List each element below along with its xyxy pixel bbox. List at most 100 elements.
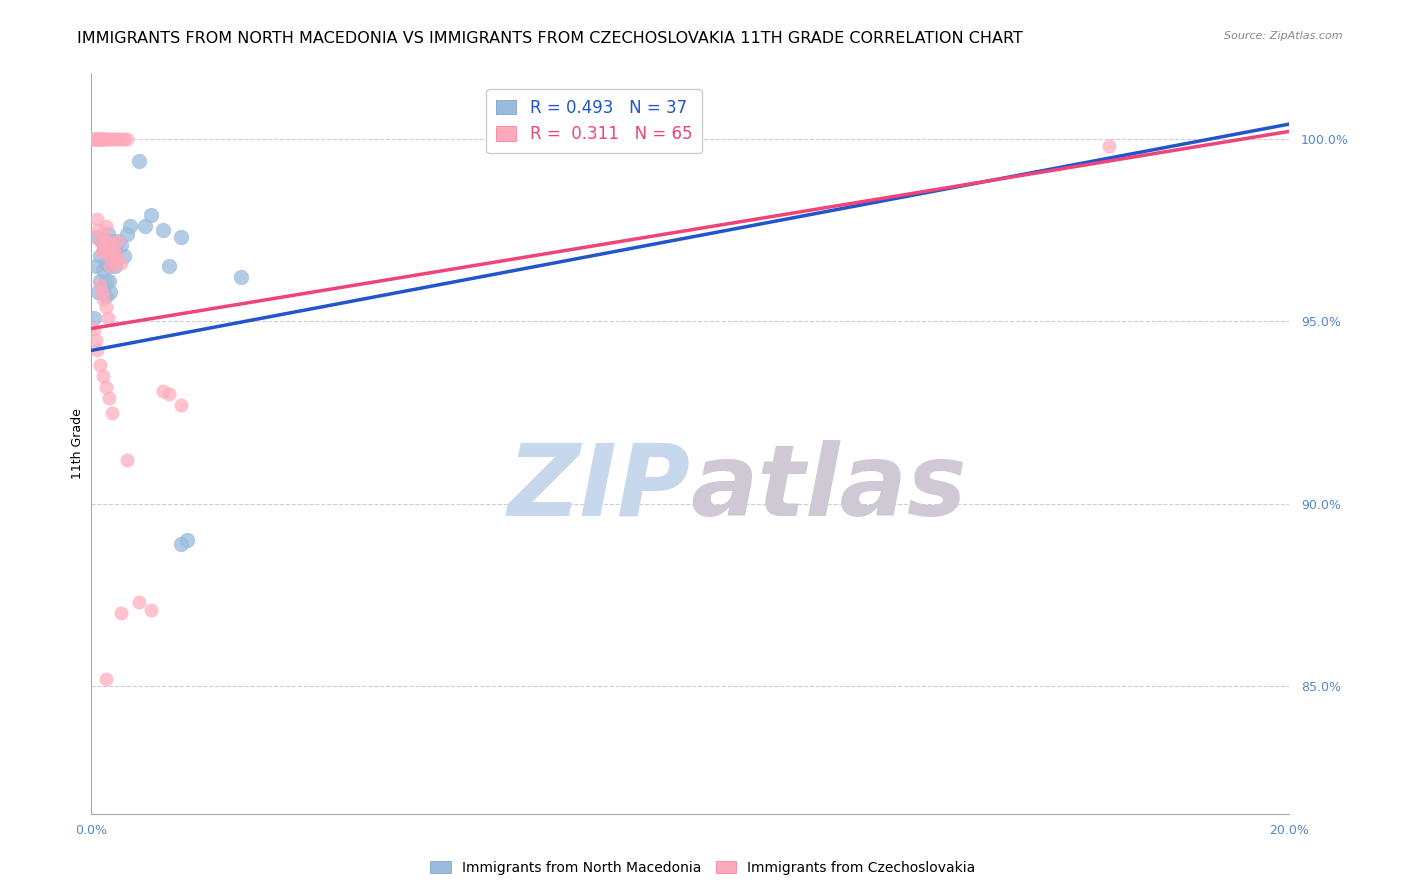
Point <box>87 223 110 237</box>
Point <box>107 234 129 248</box>
Point <box>91 369 114 384</box>
Point <box>86 131 108 145</box>
Point <box>91 131 114 145</box>
Text: IMMIGRANTS FROM NORTH MACEDONIA VS IMMIGRANTS FROM CZECHOSLOVAKIA 11TH GRADE COR: IMMIGRANTS FROM NORTH MACEDONIA VS IMMIG… <box>77 31 1024 46</box>
Point <box>98 274 121 288</box>
Point <box>110 256 132 270</box>
Point <box>96 131 118 145</box>
Point <box>84 131 107 145</box>
Point <box>103 131 125 145</box>
Point <box>93 241 115 255</box>
Point <box>134 219 156 234</box>
Point <box>97 227 120 241</box>
Point <box>89 277 111 292</box>
Point <box>97 310 120 325</box>
Point <box>157 387 180 401</box>
Point <box>89 131 111 145</box>
Point <box>84 333 107 347</box>
Point <box>91 281 114 295</box>
Point <box>82 131 104 145</box>
Point <box>101 405 124 419</box>
Point <box>93 131 115 145</box>
Point <box>96 256 118 270</box>
Text: Source: ZipAtlas.com: Source: ZipAtlas.com <box>1225 31 1343 41</box>
Point <box>91 263 114 277</box>
Point <box>98 391 121 405</box>
Point <box>170 230 193 244</box>
Point <box>110 237 132 252</box>
Point <box>1098 139 1121 153</box>
Point <box>104 260 127 274</box>
Point <box>84 131 107 145</box>
Point <box>83 131 105 145</box>
Point <box>96 219 118 234</box>
Point <box>89 131 111 145</box>
Point <box>91 131 114 145</box>
Point <box>115 453 138 467</box>
Point <box>101 237 124 252</box>
Point <box>98 131 121 145</box>
Point <box>96 300 118 314</box>
Point <box>89 358 111 372</box>
Point <box>101 234 124 248</box>
Point <box>104 131 127 145</box>
Point <box>83 321 105 335</box>
Point <box>89 248 111 262</box>
Point <box>170 398 193 412</box>
Point <box>91 131 114 145</box>
Point <box>97 234 120 248</box>
Point <box>91 131 114 145</box>
Point <box>103 244 125 259</box>
Point <box>104 241 127 255</box>
Point <box>87 131 110 145</box>
Point <box>98 248 121 262</box>
Point <box>104 256 127 270</box>
Point <box>96 380 118 394</box>
Point <box>93 241 115 255</box>
Point <box>103 252 125 267</box>
Point <box>87 131 110 145</box>
Point <box>107 131 129 145</box>
Point <box>157 260 180 274</box>
Point <box>86 343 108 358</box>
Point <box>98 260 121 274</box>
Point <box>110 607 132 621</box>
Point <box>115 227 138 241</box>
Point <box>84 131 107 145</box>
Point <box>115 131 138 145</box>
Point <box>98 260 121 274</box>
Point <box>87 131 110 145</box>
Point <box>128 153 150 168</box>
Y-axis label: 11th Grade: 11th Grade <box>72 409 84 479</box>
Point <box>83 310 105 325</box>
Point <box>110 131 132 145</box>
Point <box>91 285 114 299</box>
Point <box>96 274 118 288</box>
Point <box>112 131 135 145</box>
Point <box>91 230 114 244</box>
Point <box>128 595 150 609</box>
Text: atlas: atlas <box>690 440 967 536</box>
Point <box>107 234 129 248</box>
Point <box>86 131 108 145</box>
Point <box>101 131 124 145</box>
Point <box>152 223 174 237</box>
Point <box>139 602 162 616</box>
Text: ZIP: ZIP <box>508 440 690 536</box>
Point <box>86 212 108 227</box>
Point <box>89 274 111 288</box>
Legend: R = 0.493   N = 37, R =  0.311   N = 65: R = 0.493 N = 37, R = 0.311 N = 65 <box>486 88 702 153</box>
Point <box>152 384 174 398</box>
Point <box>170 537 193 551</box>
Point <box>91 293 114 307</box>
Point <box>120 219 142 234</box>
Point <box>98 244 121 259</box>
Point <box>176 533 198 548</box>
Point <box>98 285 121 299</box>
Point <box>105 248 128 262</box>
Point <box>91 244 114 259</box>
Point <box>87 285 110 299</box>
Point <box>96 288 118 302</box>
Legend: Immigrants from North Macedonia, Immigrants from Czechoslovakia: Immigrants from North Macedonia, Immigra… <box>425 855 981 880</box>
Point <box>679 131 702 145</box>
